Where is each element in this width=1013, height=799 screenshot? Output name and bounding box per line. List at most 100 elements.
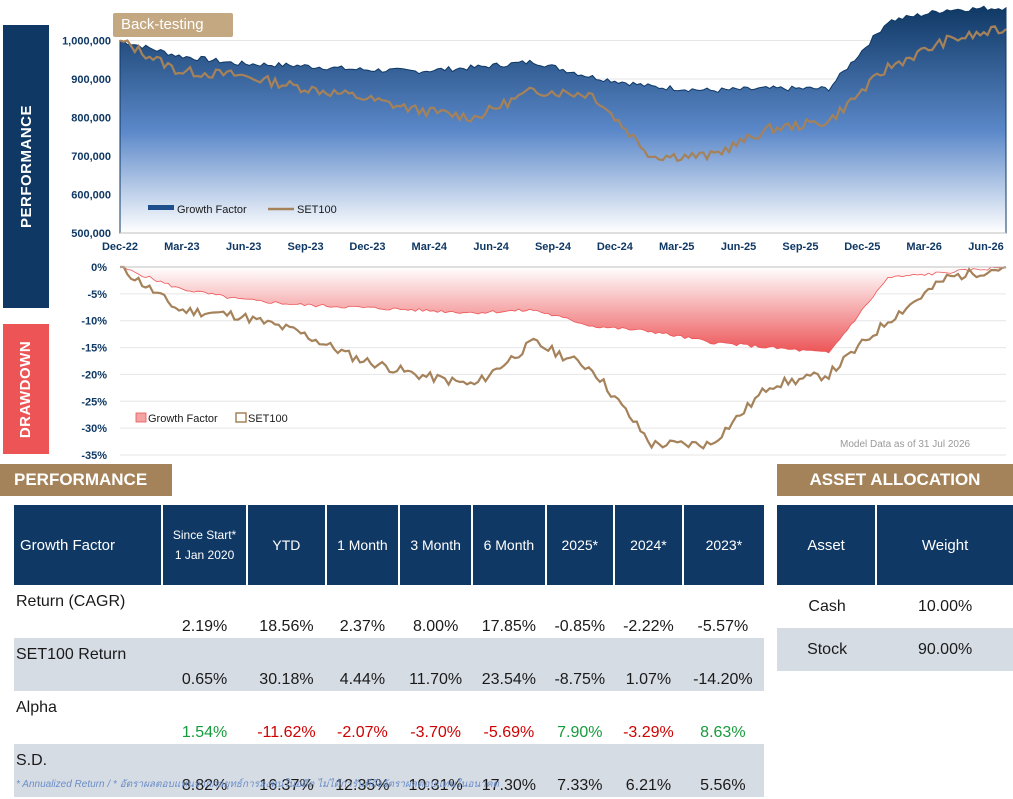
asset-allocation-table: Asset Weight Cash 10.00% Stock 90.00%	[777, 505, 1013, 671]
table-cell: -5.57%	[683, 585, 764, 638]
footnote: * Annualized Return / * อัตราผลตอบแทนจาก…	[16, 779, 500, 790]
y-tick-label: 600,000	[71, 190, 111, 202]
x-tick-label: Jun-23	[226, 241, 261, 253]
growth-factor-area	[119, 5, 1007, 234]
table-cell: -2.22%	[615, 585, 684, 638]
table-cell: 5.56%	[683, 744, 764, 797]
asset-weight: 90.00%	[877, 628, 1013, 671]
table-cell: 4.44%	[326, 638, 400, 691]
x-tick-label: Mar-23	[164, 241, 199, 253]
col-header-since-start-line1: Since Start*	[172, 528, 237, 542]
asset-weight: 10.00%	[877, 585, 1013, 628]
table-cell: 2.37%	[326, 585, 400, 638]
table-cell: -3.70%	[400, 691, 474, 744]
x-tick-label: Mar-25	[659, 241, 694, 253]
model-data-note: Model Data as of 31 Jul 2026	[840, 439, 971, 450]
x-tick-label: Dec-22	[102, 241, 138, 253]
y-tick-label: 900,000	[71, 74, 111, 86]
backtesting-label: Back-testing	[113, 13, 233, 37]
table-cell: 17.30%	[473, 744, 547, 797]
performance-drawdown-charts: 500,000 600,000 700,000 800,000 900,000 1,000…	[62, 5, 1007, 460]
table-row-return-cagr: Return (CAGR) 2.19% 18.56% 2.37% 8.00% 1…	[14, 585, 764, 638]
table-cell: 1.54%	[163, 691, 249, 744]
x-tick-label: Dec-23	[349, 241, 385, 253]
table-row-sd: S.D. 8.82% 16.37% 12.35% 10.31% 17.30% 7…	[14, 744, 764, 797]
col-header-2024: 2024*	[615, 505, 684, 585]
table-cell: -5.69%	[473, 691, 547, 744]
y-tick-label: -25%	[81, 396, 107, 408]
table-cell: 18.56%	[248, 585, 327, 638]
allocation-row-cash: Cash 10.00%	[777, 585, 1013, 628]
set100-drawdown-line	[120, 265, 1007, 450]
col-header-since-start: Since Start* 1 Jan 2020	[163, 505, 249, 585]
table-corner-label: Growth Factor	[14, 505, 163, 585]
table-cell: 16.37%	[248, 744, 327, 797]
table-cell: 10.31%	[400, 744, 474, 797]
asset-name: Cash	[777, 585, 878, 628]
y-tick-label: -20%	[81, 369, 107, 381]
legend-swatch-set100	[235, 412, 247, 423]
x-tick-label: Mar-26	[906, 241, 941, 253]
performance-banner: PERFORMANCE	[0, 464, 172, 496]
table-cell: 8.63%	[683, 691, 764, 744]
x-tick-label: Sep-25	[782, 241, 818, 253]
legend-swatch-growth-factor	[148, 205, 174, 210]
col-header-since-start-line2: 1 Jan 2020	[174, 548, 235, 562]
legend-swatch-growth-factor	[135, 412, 147, 423]
y-tick-label: -10%	[81, 316, 107, 328]
legend-label-set100: SET100	[297, 204, 337, 216]
y-tick-label: -5%	[87, 289, 107, 301]
table-cell: 11.70%	[400, 638, 474, 691]
table-cell: 0.65%	[163, 638, 249, 691]
table-row-set100-return: SET100 Return 0.65% 30.18% 4.44% 11.70% …	[14, 638, 764, 691]
col-header-1-month: 1 Month	[326, 505, 400, 585]
table-cell: 30.18%	[248, 638, 327, 691]
table-cell: 8.00%	[400, 585, 474, 638]
x-tick-label: Dec-24	[597, 241, 634, 253]
y-tick-label: 700,000	[71, 151, 111, 163]
asset-name: Stock	[777, 628, 878, 671]
row-label: Alpha	[14, 691, 163, 744]
x-tick-label: Jun-26	[968, 241, 1003, 253]
table-cell: 8.82%	[163, 744, 249, 797]
row-label: Return (CAGR)	[14, 585, 163, 638]
table-cell: -3.29%	[615, 691, 684, 744]
table-cell: 1.07%	[615, 638, 684, 691]
col-header-2023: 2023*	[683, 505, 764, 585]
x-tick-label: Mar-24	[412, 241, 448, 253]
set100-line	[119, 25, 1007, 163]
y-tick-label: 0%	[91, 262, 107, 274]
asset-allocation-banner: ASSET ALLOCATION	[777, 464, 1013, 496]
x-tick-label: Sep-23	[288, 241, 324, 253]
table-row-alpha: Alpha 1.54% -11.62% -2.07% -3.70% -5.69%…	[14, 691, 764, 744]
y-tick-label: 1,000,000	[62, 36, 111, 48]
y-tick-label: -35%	[81, 450, 107, 460]
allocation-row-stock: Stock 90.00%	[777, 628, 1013, 671]
table-cell: 7.90%	[546, 691, 616, 744]
col-header-6-month: 6 Month	[473, 505, 547, 585]
allocation-header-row: Asset Weight	[777, 505, 1013, 585]
x-tick-label: Sep-24	[535, 241, 572, 253]
table-cell: -14.20%	[683, 638, 764, 691]
y-tick-label: 500,000	[71, 228, 111, 240]
y-tick-label: -30%	[81, 423, 107, 435]
col-header-asset: Asset	[777, 505, 878, 585]
row-label: SET100 Return	[14, 638, 163, 691]
table-cell: -0.85%	[546, 585, 616, 638]
y-tick-label: 800,000	[71, 113, 111, 125]
col-header-2025: 2025*	[546, 505, 616, 585]
legend-label-set100: SET100	[248, 413, 288, 425]
col-header-ytd: YTD	[248, 505, 327, 585]
table-cell: 12.35%	[326, 744, 400, 797]
table-cell: 6.21%	[615, 744, 684, 797]
performance-side-tab: PERFORMANCE	[3, 25, 49, 308]
growth-factor-drawdown-area	[119, 266, 1007, 354]
table-cell: -2.07%	[326, 691, 400, 744]
x-tick-label: Dec-25	[844, 241, 880, 253]
table-cell: 7.33%	[546, 744, 616, 797]
table-cell: 23.54%	[473, 638, 547, 691]
legend-label-growth-factor: Growth Factor	[177, 204, 247, 216]
table-cell: 2.19%	[163, 585, 249, 638]
table-cell: 17.85%	[473, 585, 547, 638]
drawdown-side-tab: DRAWDOWN	[3, 324, 49, 454]
